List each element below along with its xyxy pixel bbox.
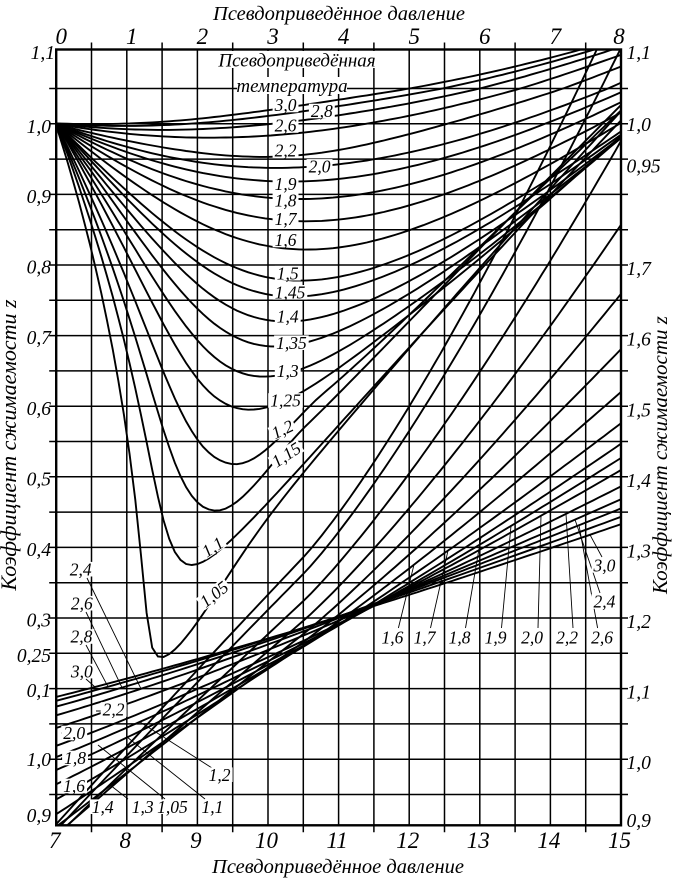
svg-text:2,6: 2,6	[275, 116, 297, 136]
svg-text:1,6: 1,6	[275, 230, 297, 250]
svg-text:3: 3	[266, 24, 279, 49]
svg-text:1,3: 1,3	[132, 797, 154, 817]
svg-text:14: 14	[537, 828, 560, 853]
svg-text:2,4: 2,4	[593, 592, 615, 612]
svg-text:0,3: 0,3	[27, 611, 52, 632]
svg-text:6: 6	[479, 24, 491, 49]
svg-text:15: 15	[608, 828, 631, 853]
svg-text:1,05: 1,05	[157, 797, 188, 817]
svg-text:1,0: 1,0	[627, 753, 652, 774]
svg-text:1,9: 1,9	[485, 628, 507, 648]
svg-text:2,2: 2,2	[556, 628, 578, 648]
svg-text:9: 9	[190, 828, 202, 853]
svg-text:0: 0	[55, 24, 67, 49]
svg-text:1,2: 1,2	[627, 612, 652, 633]
svg-text:1,1: 1,1	[627, 43, 651, 64]
svg-text:2,8: 2,8	[70, 627, 92, 647]
svg-text:3,0: 3,0	[70, 661, 93, 681]
svg-text:1,8: 1,8	[449, 628, 471, 648]
svg-text:1,45: 1,45	[275, 283, 306, 303]
svg-text:2,6: 2,6	[591, 628, 613, 648]
svg-text:2,0: 2,0	[63, 723, 85, 743]
svg-text:13: 13	[467, 828, 490, 853]
svg-text:Псевдоприведённая: Псевдоприведённая	[217, 51, 375, 72]
svg-text:Псевдоприведённое давление: Псевдоприведённое давление	[211, 856, 464, 878]
svg-text:1,7: 1,7	[275, 209, 298, 229]
svg-text:1,0: 1,0	[27, 750, 52, 771]
svg-text:Коэффициент сжимаемости z: Коэффициент сжимаемости z	[0, 299, 21, 592]
svg-text:1,0: 1,0	[627, 115, 652, 136]
svg-text:1,6: 1,6	[63, 776, 85, 796]
svg-text:3,0: 3,0	[274, 95, 297, 115]
svg-text:5: 5	[408, 24, 420, 49]
svg-text:4: 4	[338, 24, 350, 49]
svg-text:1,1: 1,1	[31, 43, 55, 64]
svg-text:1,0: 1,0	[27, 117, 52, 138]
svg-text:1,1: 1,1	[201, 797, 223, 817]
svg-text:1,8: 1,8	[64, 748, 86, 768]
svg-text:3,0: 3,0	[592, 556, 615, 576]
svg-text:температура: температура	[236, 76, 347, 97]
svg-text:1,5: 1,5	[627, 400, 652, 421]
svg-text:2: 2	[197, 24, 209, 49]
svg-text:0,5: 0,5	[27, 469, 52, 490]
svg-text:1,6: 1,6	[381, 628, 403, 648]
svg-text:8: 8	[120, 828, 132, 853]
svg-text:0,9: 0,9	[27, 187, 52, 208]
svg-text:Псевдоприведённое давление: Псевдоприведённое давление	[212, 3, 465, 25]
svg-text:2,0: 2,0	[521, 628, 543, 648]
svg-text:1,8: 1,8	[275, 191, 297, 211]
svg-text:2,6: 2,6	[71, 593, 93, 613]
svg-text:7: 7	[550, 24, 563, 49]
svg-text:1,9: 1,9	[275, 174, 297, 194]
svg-text:1,3: 1,3	[627, 541, 652, 562]
svg-text:0,25: 0,25	[17, 646, 51, 667]
svg-text:2,0: 2,0	[309, 157, 331, 177]
svg-text:1,4: 1,4	[277, 307, 299, 327]
svg-text:0,95: 0,95	[627, 156, 661, 177]
svg-text:1,25: 1,25	[270, 391, 301, 411]
svg-text:1,2: 1,2	[209, 765, 231, 785]
svg-text:0,8: 0,8	[27, 258, 52, 279]
svg-text:11: 11	[326, 828, 347, 853]
svg-text:1,3: 1,3	[277, 361, 299, 381]
svg-text:0,4: 0,4	[27, 540, 52, 561]
svg-text:1,5: 1,5	[277, 263, 299, 283]
svg-text:1,7: 1,7	[627, 259, 653, 280]
svg-text:10: 10	[255, 828, 279, 853]
svg-text:1,35: 1,35	[276, 333, 307, 353]
svg-text:12: 12	[396, 828, 419, 853]
svg-text:0,7: 0,7	[27, 328, 53, 349]
svg-text:2,2: 2,2	[275, 141, 297, 161]
svg-text:2,4: 2,4	[70, 559, 92, 579]
svg-text:7: 7	[49, 828, 62, 853]
svg-text:1,4: 1,4	[92, 797, 114, 817]
svg-text:0,9: 0,9	[627, 811, 652, 832]
svg-text:1,4: 1,4	[627, 471, 652, 492]
svg-text:1,7: 1,7	[414, 628, 437, 648]
svg-text:2,8: 2,8	[311, 101, 333, 121]
svg-text:0,1: 0,1	[27, 681, 51, 702]
svg-text:0,9: 0,9	[27, 806, 52, 827]
svg-text:1,6: 1,6	[627, 330, 652, 351]
svg-text:8: 8	[613, 24, 625, 49]
svg-text:Коэффициент сжимаемости z: Коэффициент сжимаемости z	[648, 316, 672, 595]
svg-text:1,1: 1,1	[627, 682, 651, 703]
svg-text:1: 1	[126, 24, 138, 49]
svg-text:2,2: 2,2	[103, 700, 125, 720]
svg-text:0,6: 0,6	[27, 399, 52, 420]
